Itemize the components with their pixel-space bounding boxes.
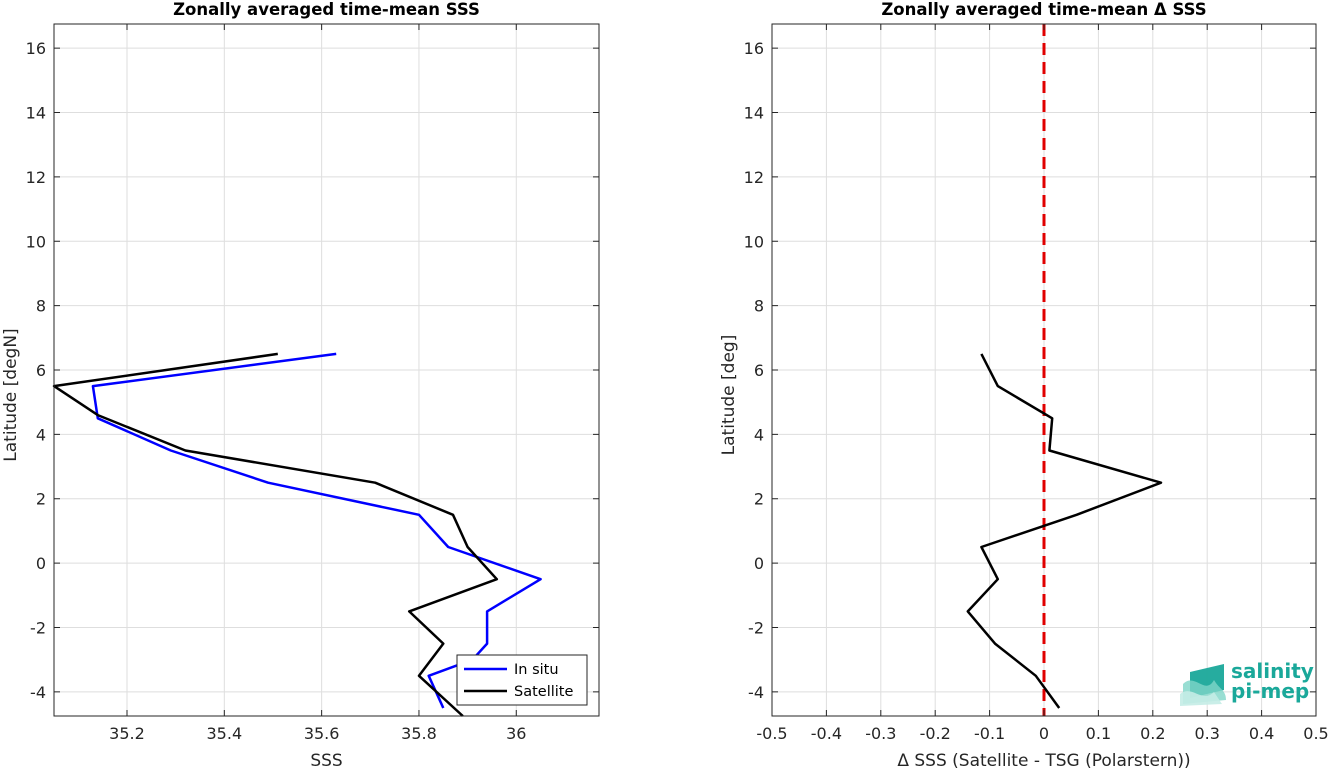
y-tick-label: -4: [748, 683, 764, 702]
legend-box: [456, 654, 588, 706]
y-tick-label: 0: [754, 554, 764, 573]
y-tick-label: 8: [36, 297, 46, 316]
x-tick-label: 35.2: [109, 724, 145, 743]
y-tick-label: 6: [754, 361, 764, 380]
y-tick-label: 12: [744, 168, 764, 187]
x-tick-label: 0.1: [1086, 724, 1111, 743]
y-tick-label: 14: [26, 104, 46, 123]
delta-sss-panel: -0.5 -0.4 -0.3 -0.2 -0.1 0 0.1 0.2 0.3 0.4 0.5 -4 -2…: [719, 0, 1329, 769]
x-tick-label: 35.6: [304, 724, 340, 743]
legend-label: Satellite: [514, 684, 573, 700]
y-tick-label: 10: [744, 232, 764, 251]
x-tick-label: 0.3: [1194, 724, 1219, 743]
y-tick-label: 12: [26, 168, 46, 187]
x-tick-label: 0.5: [1303, 724, 1328, 743]
y-tick-label: 14: [744, 104, 764, 123]
x-tick-label: 35.8: [401, 724, 437, 743]
logo-waves-shape: [1180, 691, 1222, 706]
x-tick-label: 0: [1039, 724, 1049, 743]
x-tick-label: 0.4: [1249, 724, 1274, 743]
x-tick-label: -0.4: [811, 724, 842, 743]
y-tick-label: -4: [30, 683, 46, 702]
y-tick-label: 4: [754, 425, 764, 444]
series-line-satellite: [52, 352, 499, 717]
y-axis-label: Latitude [degN]: [1, 328, 21, 461]
x-tick-label: -0.1: [974, 724, 1005, 743]
x-tick-label: -0.5: [756, 724, 787, 743]
sss-panel: 35.2 35.4 35.6 35.8 36 -4 -2 0 2 4 6 8 10 12 14 16 Zonal…: [1, 0, 600, 769]
x-axis-label: Δ SSS (Satellite - TSG (Polarstern)): [897, 751, 1190, 769]
y-tick-label: 6: [36, 361, 46, 380]
y-tick-label: 10: [26, 232, 46, 251]
y-tick-label: 2: [754, 490, 764, 509]
y-tick-label: -2: [748, 618, 764, 637]
y-tick-label: 8: [754, 297, 764, 316]
y-tick-label: -2: [30, 618, 46, 637]
x-tick-label: 36: [506, 724, 526, 743]
x-axis-label: SSS: [310, 751, 342, 769]
y-tick-label: 16: [744, 39, 764, 58]
logo-text-pi-mep: pi-mep: [1231, 679, 1309, 703]
y-tick-label: 4: [36, 425, 46, 444]
y-tick-label: 0: [36, 554, 46, 573]
x-tick-label: -0.3: [865, 724, 896, 743]
chart-title: Zonally averaged time-mean Δ SSS: [881, 0, 1206, 19]
y-tick-label: 2: [36, 490, 46, 509]
x-tick-label: -0.2: [920, 724, 951, 743]
x-tick-label: 35.4: [207, 724, 243, 743]
logo-text-salinity: salinity: [1231, 659, 1314, 683]
legend-label: In situ: [514, 662, 559, 678]
y-axis-label: Latitude [deg]: [719, 335, 739, 456]
x-tick-label: 0.2: [1140, 724, 1165, 743]
series-line-1: [966, 353, 1163, 709]
y-tick-label: 16: [26, 39, 46, 58]
chart-title: Zonally averaged time-mean SSS: [173, 0, 480, 19]
legend: In situ Satellite: [456, 654, 588, 706]
